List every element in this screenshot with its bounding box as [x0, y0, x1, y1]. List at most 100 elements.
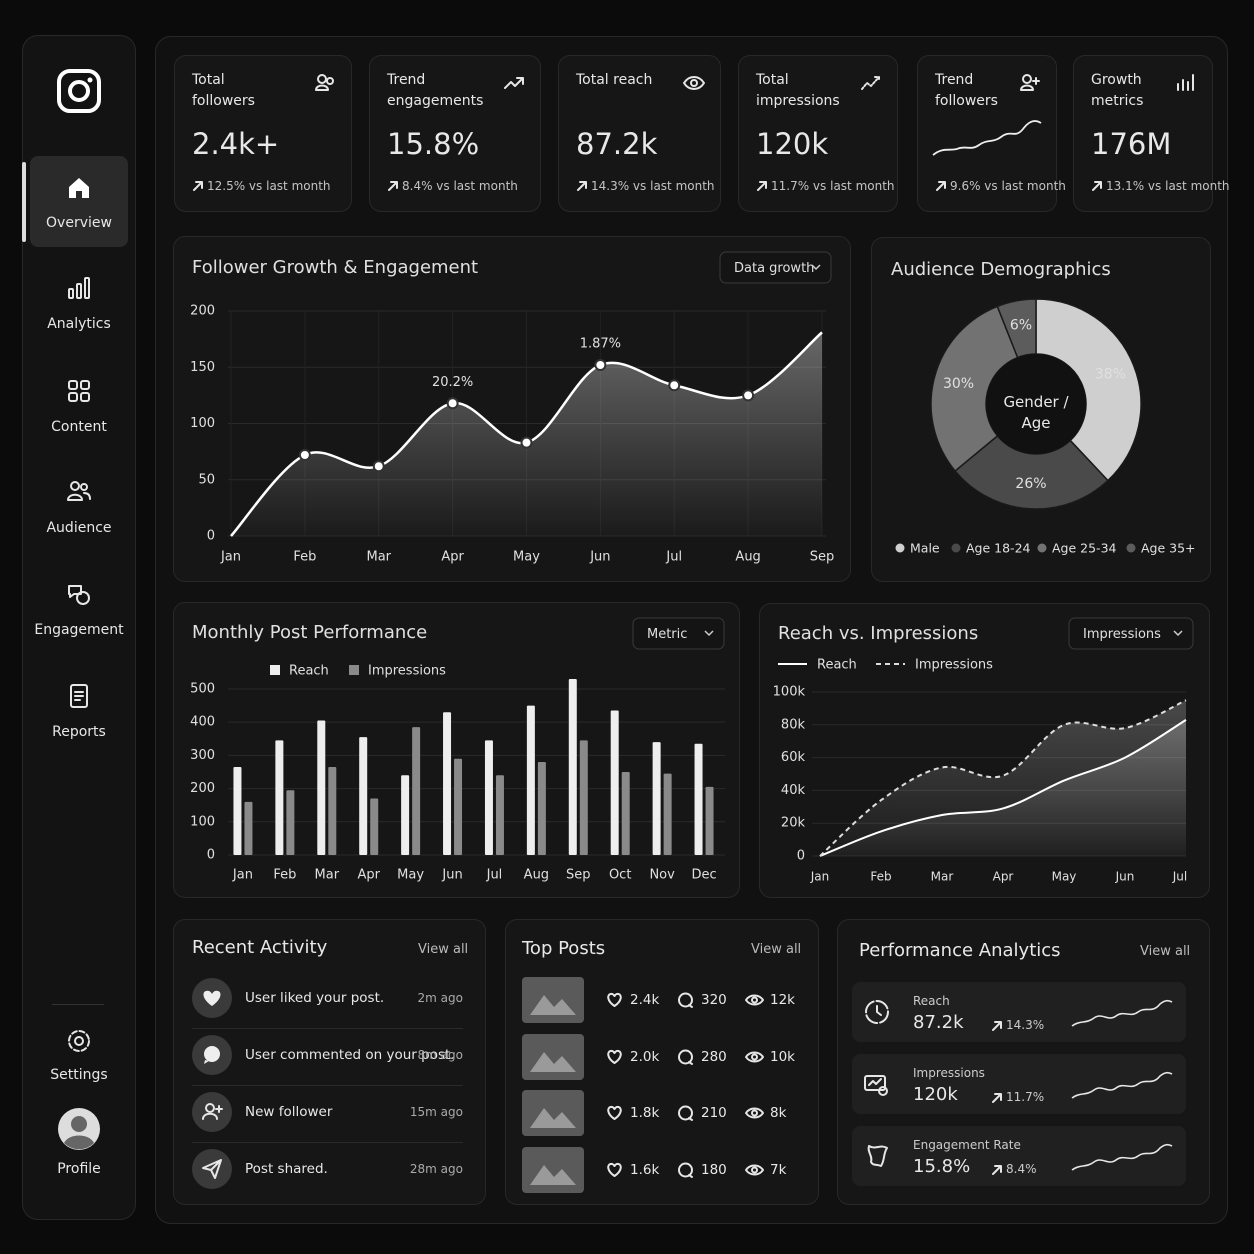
- legend-label: Reach: [289, 664, 329, 679]
- x-tick-label: Feb: [273, 868, 296, 883]
- bar: [443, 712, 452, 855]
- x-tick-label: Mar: [931, 870, 954, 884]
- pie-hole: [986, 354, 1086, 454]
- x-tick-label: Jun: [1115, 870, 1135, 884]
- kpi-icon: [683, 76, 705, 90]
- y-tick-label: 0: [207, 529, 215, 544]
- comment-icon: [678, 1105, 693, 1121]
- area-fill: [231, 332, 822, 536]
- post-comments: 280: [701, 1048, 727, 1065]
- y-tick-label: 500: [190, 681, 215, 696]
- dropdown[interactable]: [719, 251, 832, 284]
- nav-label[interactable]: Content: [51, 419, 107, 435]
- activity-text: New follower: [245, 1104, 333, 1120]
- point: [668, 379, 681, 392]
- trend-arrow: [193, 181, 203, 191]
- bar: [484, 740, 493, 855]
- line: [819, 699, 1187, 857]
- y-tick-label: 60k: [781, 750, 806, 765]
- perf-sparkline: [1071, 999, 1173, 1027]
- legend-label: Impressions: [915, 658, 993, 673]
- view-all[interactable]: View all: [418, 942, 469, 957]
- x-tick-label: Aug: [524, 868, 549, 883]
- view-all[interactable]: View all: [751, 942, 802, 957]
- kpi-change: 9.6% vs last month: [950, 179, 1066, 193]
- post-likes: 2.4k: [630, 992, 660, 1008]
- nav-label[interactable]: Engagement: [34, 622, 124, 638]
- nav-icon: [68, 380, 90, 402]
- views-icon: [745, 994, 764, 1006]
- nav-label[interactable]: Overview: [46, 215, 112, 231]
- kpi-sparkline: [932, 120, 1042, 156]
- post-thumbnail: [522, 1090, 584, 1136]
- nav-label[interactable]: Analytics: [47, 316, 111, 332]
- bar: [663, 773, 672, 855]
- perf-sparkline: [1071, 1143, 1173, 1171]
- view-all[interactable]: View all: [1140, 944, 1191, 959]
- nav-label[interactable]: Reports: [52, 724, 106, 740]
- bar: [328, 767, 337, 855]
- post-likes: 2.0k: [630, 1048, 660, 1065]
- nav-label[interactable]: Audience: [46, 520, 112, 536]
- nav-label[interactable]: Profile: [57, 1161, 101, 1177]
- dropdown[interactable]: [632, 617, 725, 650]
- activity-icon: [192, 1092, 232, 1132]
- x-tick-label: Feb: [870, 870, 891, 884]
- profile-avatar: [58, 1108, 100, 1150]
- x-tick-label: Mar: [366, 550, 391, 565]
- nav-icon: [70, 684, 88, 708]
- bar: [610, 710, 619, 855]
- bar: [652, 742, 661, 855]
- card-title: Performance Analytics: [859, 940, 1061, 961]
- point: [742, 389, 755, 402]
- perf-label: Impressions: [913, 1066, 985, 1080]
- bar: [526, 705, 535, 855]
- nav-label[interactable]: Settings: [50, 1067, 108, 1083]
- y-tick-label: 0: [207, 848, 215, 863]
- bar: [275, 740, 284, 855]
- sidebar-divider: [52, 1004, 104, 1005]
- perf-label: Reach: [913, 994, 950, 1008]
- perf-item: [852, 982, 1186, 1042]
- comment-icon: [678, 1049, 693, 1065]
- bar: [694, 743, 703, 855]
- kpi-change: 12.5% vs last month: [207, 179, 331, 193]
- nav-icon: [68, 277, 90, 299]
- y-tick-label: 40k: [781, 783, 806, 798]
- bar: [244, 801, 253, 855]
- legend-label: Age 35+: [1141, 541, 1196, 556]
- annotation: 1.87%: [580, 337, 621, 352]
- kpi-card: [738, 55, 898, 212]
- slice-label: 38%: [1095, 367, 1126, 383]
- bar: [568, 679, 577, 855]
- trend-arrow: [577, 181, 587, 191]
- trend-arrow: [388, 181, 398, 191]
- dropdown-chevron: [704, 630, 714, 637]
- legend-swatch: [349, 665, 359, 675]
- activity-icon: [192, 978, 232, 1018]
- settings-icon: [68, 1030, 90, 1052]
- legend-label: Reach: [817, 658, 857, 673]
- kpi-change: 8.4% vs last month: [402, 179, 518, 193]
- legend-label: Age 18-24: [966, 541, 1031, 556]
- dropdown-chevron: [811, 264, 821, 271]
- legend-dot: [951, 543, 961, 553]
- y-tick-label: 20k: [781, 816, 806, 831]
- post-views: 8k: [770, 1105, 787, 1121]
- x-tick-label: Jun: [589, 550, 610, 565]
- activity-icon: [192, 1149, 232, 1189]
- slice-label: 6%: [1010, 317, 1032, 333]
- legend-label: Impressions: [368, 664, 446, 679]
- x-tick-label: Jul: [665, 550, 682, 565]
- post-views: 10k: [770, 1048, 795, 1065]
- kpi-value: 176M: [1091, 127, 1172, 161]
- slice-label: 26%: [1015, 476, 1046, 492]
- kpi-value: 120k: [756, 127, 829, 161]
- pie-center-label: Gender / Age: [1003, 393, 1069, 432]
- views-icon: [745, 1107, 764, 1119]
- kpi-title: Growth metrics: [1091, 72, 1144, 109]
- activity-time: 28m ago: [409, 1162, 463, 1176]
- dropdown[interactable]: [1068, 617, 1194, 650]
- perf-sparkline: [1071, 1071, 1173, 1099]
